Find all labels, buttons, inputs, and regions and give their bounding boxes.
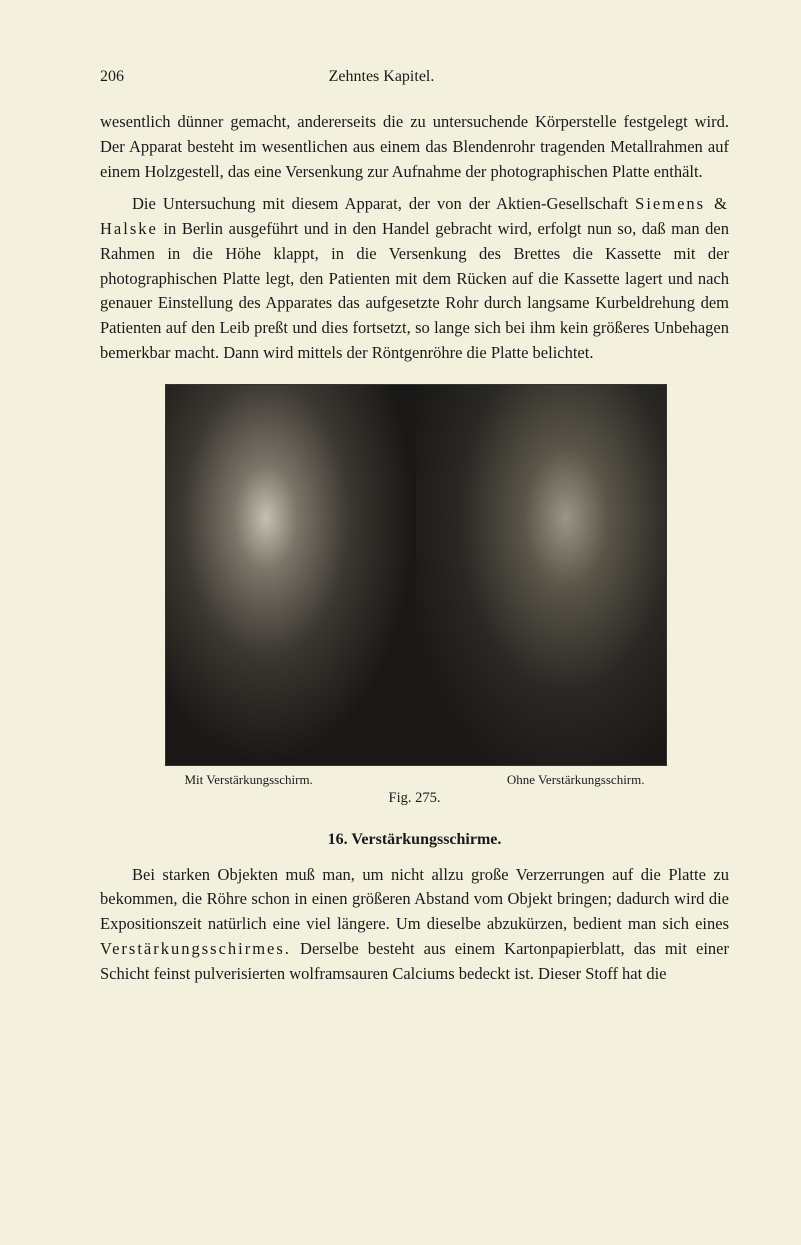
- p3-text-a: Bei starken Objekten muß man, um nicht a…: [100, 865, 729, 934]
- figure-caption-right: Ohne Verstärkungsschirm.: [507, 772, 645, 788]
- p3-spaced: Verstärkungsschirmes.: [100, 939, 291, 958]
- figure-captions: Mit Verstärkungsschirm. Ohne Verstärkung…: [165, 772, 665, 788]
- paragraph-2: Die Untersuchung mit diesem Apparat, der…: [100, 192, 729, 365]
- figure-275: Mit Verstärkungsschirm. Ohne Verstärkung…: [165, 384, 665, 807]
- chapter-title: Zehntes Kapitel.: [329, 68, 435, 86]
- figure-number: Fig. 275.: [165, 790, 665, 807]
- page-number: 206: [100, 68, 124, 86]
- p2-text-a: Die Untersuchung mit diesem Apparat, der…: [132, 194, 635, 213]
- figure-caption-left: Mit Verstärkungsschirm.: [185, 772, 313, 788]
- figure-image: [165, 384, 667, 766]
- paragraph-1: wesentlich dünner gemacht, andererseits …: [100, 110, 729, 184]
- page-header: 206 Zehntes Kapitel.: [100, 68, 729, 86]
- paragraph-3: Bei starken Objekten muß man, um nicht a…: [100, 863, 729, 987]
- section-heading: 16. Verstärkungsschirme.: [100, 831, 729, 849]
- p2-text-b: in Berlin ausgeführt und in den Handel g…: [100, 219, 729, 362]
